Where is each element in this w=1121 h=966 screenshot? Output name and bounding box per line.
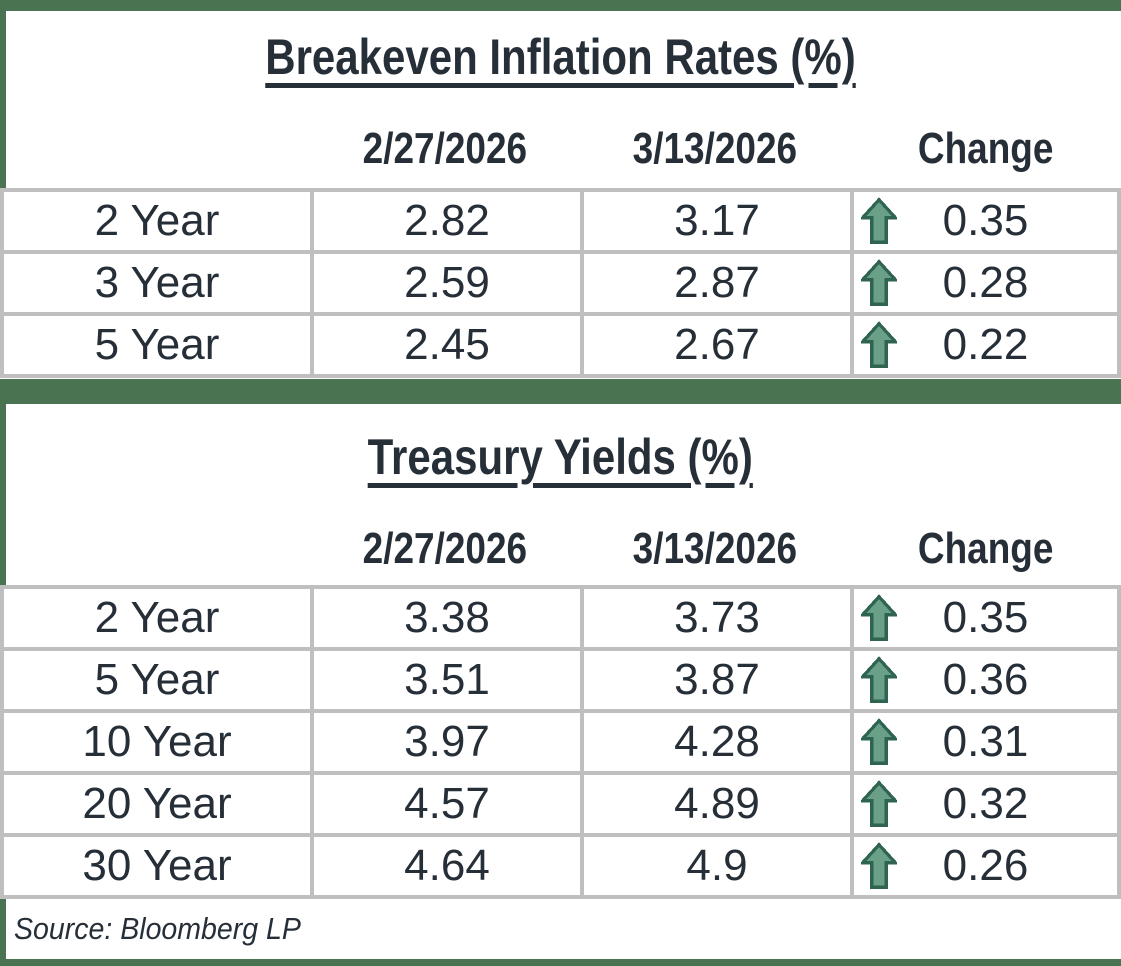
table-row: 20 Year 4.57 4.89 0.32 (0, 771, 1121, 837)
top-border-bar (0, 0, 1121, 11)
treasury-rows: 2 Year 3.38 3.73 0.35 5 Year 3.51 3.87 0… (0, 585, 1121, 899)
maturity-label: 10 Year (82, 717, 232, 766)
header-change: Change (917, 124, 1054, 173)
header-date-1: 2/27/2026 (362, 124, 528, 173)
change-value: 0.22 (942, 320, 1029, 369)
table-separator-bar (0, 379, 1121, 404)
up-arrow-icon (861, 780, 897, 828)
maturity-label: 30 Year (82, 841, 232, 890)
breakeven-header-row: 2/27/2026 3/13/2026 Change (0, 124, 1121, 174)
change-value: 0.36 (942, 655, 1029, 704)
maturity-label: 5 Year (94, 655, 220, 704)
up-arrow-icon (861, 197, 897, 245)
treasury-header-row: 2/27/2026 3/13/2026 Change (0, 524, 1121, 574)
change-cell: 0.32 (850, 775, 1117, 833)
change-value: 0.31 (942, 717, 1029, 766)
yield-0227: 4.64 (310, 837, 580, 895)
header-change: Change (917, 524, 1054, 573)
change-cell: 0.36 (850, 651, 1117, 709)
breakeven-title-text: Breakeven Inflation Rates (%) (265, 29, 856, 85)
breakeven-table-title: Breakeven Inflation Rates (%) (0, 30, 1121, 85)
change-value: 0.26 (942, 841, 1029, 890)
yield-0227: 3.38 (310, 589, 580, 647)
header-date-1: 2/27/2026 (362, 524, 528, 573)
up-arrow-icon (861, 656, 897, 704)
table-row: 10 Year 3.97 4.28 0.31 (0, 709, 1121, 775)
yield-0313: 3.87 (580, 651, 850, 709)
yield-0313: 4.28 (580, 713, 850, 771)
left-border-strip-top (0, 11, 6, 188)
table-row: 5 Year 3.51 3.87 0.36 (0, 647, 1121, 713)
source-note-text: Source: Bloomberg LP (14, 911, 301, 946)
rate-0313: 2.87 (580, 254, 850, 312)
rate-0227: 2.45 (310, 316, 580, 374)
up-arrow-icon (861, 259, 897, 307)
change-cell: 0.26 (850, 837, 1117, 895)
table-row: 2 Year 3.38 3.73 0.35 (0, 585, 1121, 651)
header-date-2: 3/13/2026 (632, 524, 798, 573)
treasury-table-title: Treasury Yields (%) (0, 430, 1121, 485)
change-value: 0.35 (942, 593, 1029, 642)
change-value: 0.35 (942, 196, 1029, 245)
yield-0227: 3.51 (310, 651, 580, 709)
header-maturity-blank (0, 524, 310, 574)
rate-0227: 2.59 (310, 254, 580, 312)
change-cell: 0.28 (850, 254, 1117, 312)
rate-0227: 2.82 (310, 192, 580, 250)
change-cell: 0.22 (850, 316, 1117, 374)
change-cell: 0.31 (850, 713, 1117, 771)
maturity-label: 3 Year (94, 258, 220, 307)
up-arrow-icon (861, 842, 897, 890)
rate-0313: 2.67 (580, 316, 850, 374)
yield-0313: 4.89 (580, 775, 850, 833)
table-row: 5 Year 2.45 2.67 0.22 (0, 312, 1121, 378)
maturity-label: 2 Year (94, 593, 220, 642)
maturity-label: 2 Year (94, 196, 220, 245)
treasury-title-text: Treasury Yields (%) (367, 429, 754, 485)
table-row: 2 Year 2.82 3.17 0.35 (0, 188, 1121, 254)
breakeven-rows: 2 Year 2.82 3.17 0.35 3 Year 2.59 2.87 0… (0, 188, 1121, 378)
maturity-label: 5 Year (94, 320, 220, 369)
up-arrow-icon (861, 594, 897, 642)
change-value: 0.32 (942, 779, 1029, 828)
maturity-label: 20 Year (82, 779, 232, 828)
up-arrow-icon (861, 718, 897, 766)
up-arrow-icon (861, 321, 897, 369)
source-note: Source: Bloomberg LP (14, 899, 326, 959)
header-maturity-blank (0, 124, 310, 174)
yield-0227: 3.97 (310, 713, 580, 771)
left-border-strip-bottom (0, 899, 6, 959)
change-cell: 0.35 (850, 589, 1117, 647)
change-cell: 0.35 (850, 192, 1117, 250)
bottom-border-bar (0, 959, 1121, 966)
change-value: 0.28 (942, 258, 1029, 307)
header-date-2: 3/13/2026 (632, 124, 798, 173)
yield-0313: 4.9 (580, 837, 850, 895)
left-border-strip-middle (0, 404, 6, 585)
table-row: 30 Year 4.64 4.9 0.26 (0, 833, 1121, 899)
yield-0227: 4.57 (310, 775, 580, 833)
rate-0313: 3.17 (580, 192, 850, 250)
yield-0313: 3.73 (580, 589, 850, 647)
table-row: 3 Year 2.59 2.87 0.28 (0, 250, 1121, 316)
